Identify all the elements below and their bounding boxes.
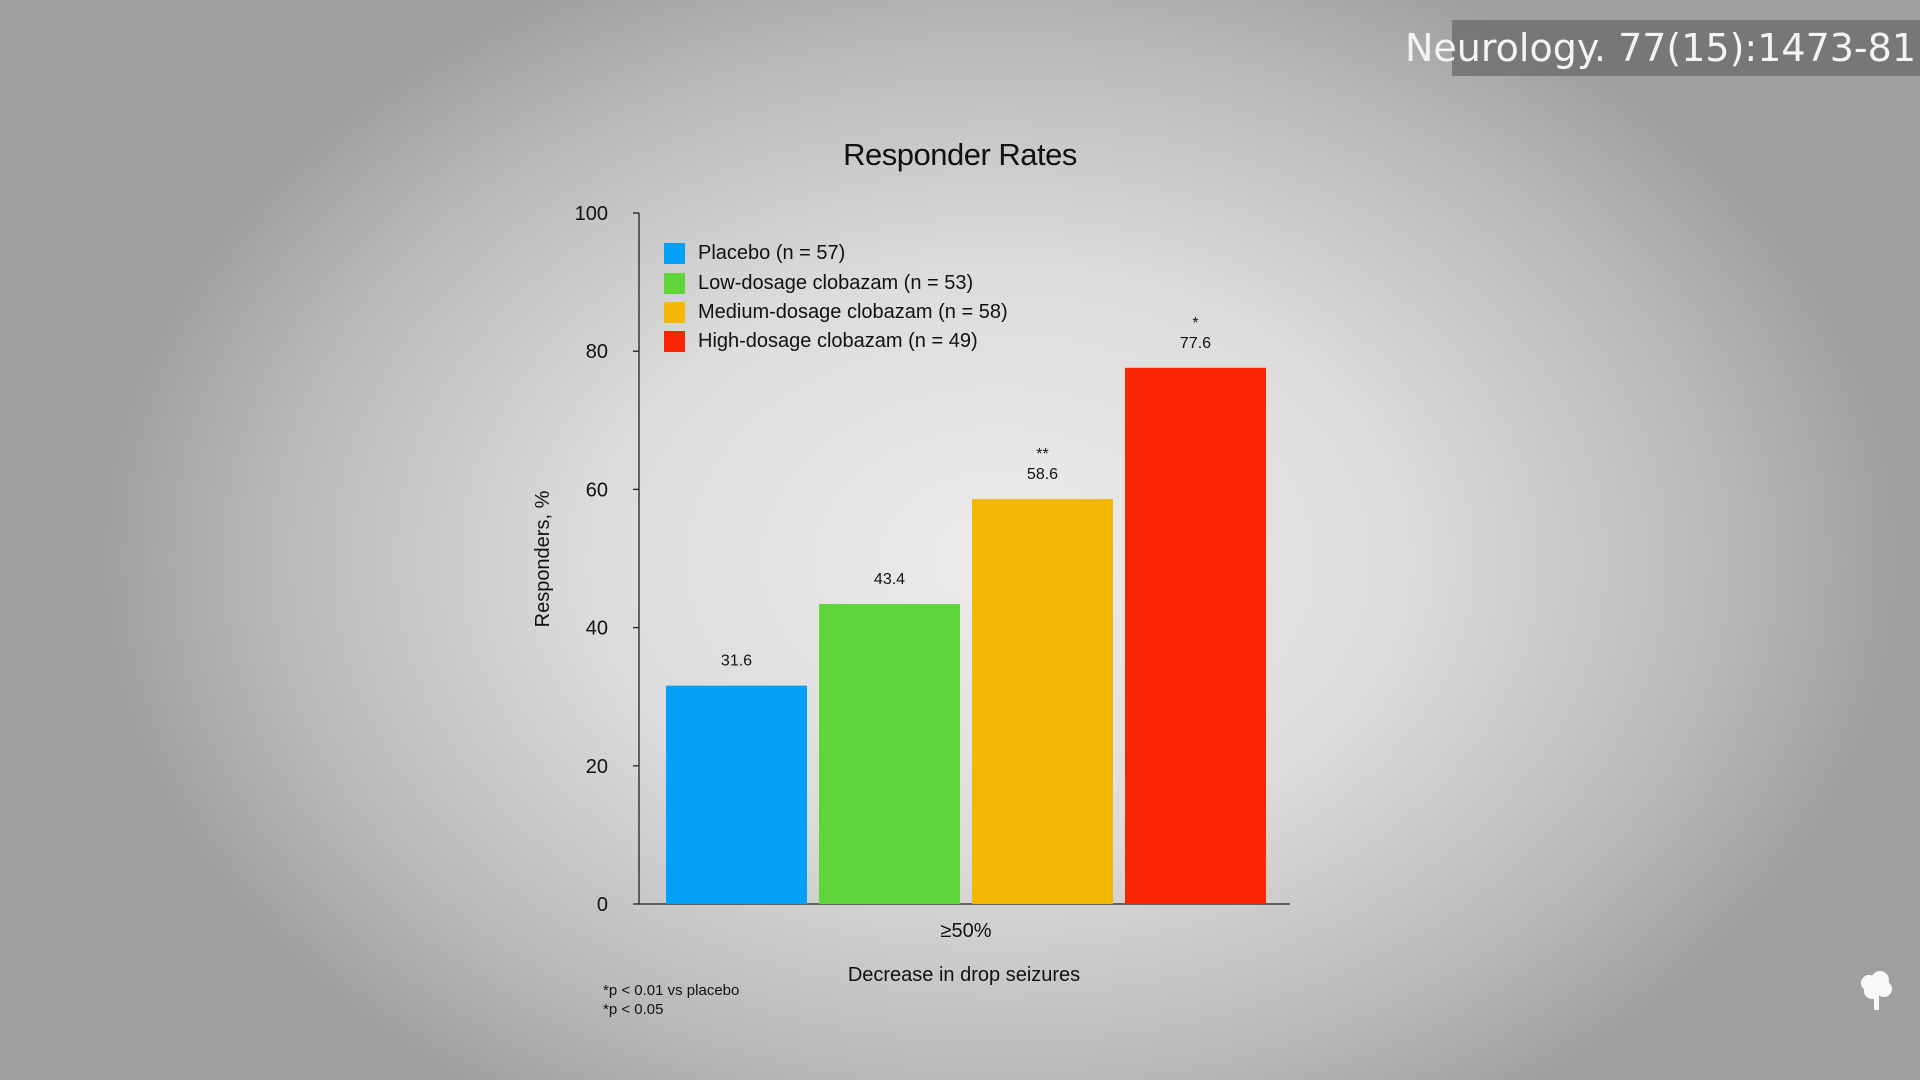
chart-bars: [666, 367, 1266, 904]
footnote-2: *p < 0.05: [603, 1001, 664, 1018]
legend-swatch-placebo: [664, 243, 685, 265]
bar-3: [972, 499, 1113, 904]
chart-data-labels: 31.6 43.4 58.6 ** 77.6 *: [721, 315, 1211, 670]
data-label-3: 58.6: [1027, 466, 1058, 483]
legend-label-high-dosage: High-dosage clobazam (n = 49): [698, 330, 978, 353]
legend-swatch-high-dosage: [664, 331, 685, 353]
chart-legend: Placebo (n = 57) Low-dosage clobazam (n …: [664, 239, 1008, 357]
data-label-2: 43.4: [874, 571, 905, 588]
y-tick-label: 100: [575, 203, 608, 225]
bar-4: [1125, 367, 1266, 904]
legend-item-high-dosage: High-dosage clobazam (n = 49): [664, 327, 1008, 356]
legend-label-placebo: Placebo (n = 57): [698, 242, 846, 265]
data-label-4: 77.6: [1180, 335, 1211, 352]
y-axis-title: Responders, %: [532, 490, 554, 627]
significance-marker-4: *: [1192, 315, 1198, 332]
legend-swatch-medium-dosage: [664, 301, 685, 323]
significance-marker-3: **: [1036, 446, 1048, 463]
y-tick-label: 20: [586, 756, 608, 778]
chart-axes: 0 20 40 60 80 100 Responders, % ≥50% Decrease in…: [532, 203, 1290, 986]
x-axis-title: Decrease in drop seizures: [848, 964, 1080, 986]
y-tick-label: 80: [586, 341, 608, 363]
y-tick-label: 0: [597, 894, 608, 916]
legend-item-placebo: Placebo (n = 57): [664, 239, 1008, 268]
y-tick-label: 60: [586, 479, 608, 501]
legend-item-low-dosage: Low-dosage clobazam (n = 53): [664, 268, 1008, 297]
legend-swatch-low-dosage: [664, 272, 685, 294]
y-tick-label: 40: [586, 618, 608, 640]
tree-icon: [1861, 971, 1892, 1010]
data-label-1: 31.6: [721, 653, 752, 670]
legend-label-medium-dosage: Medium-dosage clobazam (n = 58): [698, 300, 1008, 323]
chart-title: Responder Rates: [843, 137, 1077, 172]
bar-1: [666, 685, 807, 904]
bar-2: [819, 604, 960, 904]
legend-item-medium-dosage: Medium-dosage clobazam (n = 58): [664, 298, 1008, 327]
citation-banner: Neurology. 77(15):1473-81: [1405, 20, 1920, 76]
footnotes: *p < 0.01 vs placebo *p < 0.05: [603, 981, 739, 1019]
legend-label-low-dosage: Low-dosage clobazam (n = 53): [698, 271, 974, 294]
x-tick-label: ≥50%: [940, 920, 991, 942]
footnote-1: *p < 0.01 vs placebo: [603, 982, 740, 999]
